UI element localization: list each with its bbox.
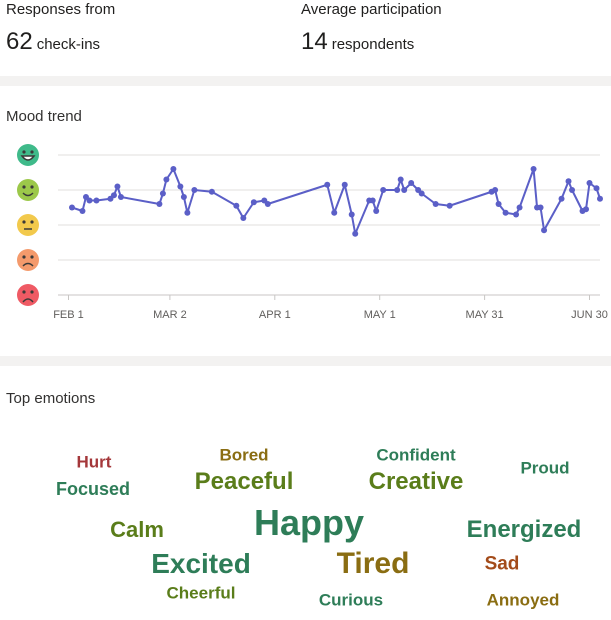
mood-data-point xyxy=(516,204,523,211)
mood-data-point xyxy=(352,230,359,237)
x-tick-label: MAY 1 xyxy=(364,309,396,321)
mood-data-point xyxy=(86,197,93,204)
x-tick-label: MAR 2 xyxy=(153,309,187,321)
happy-face-icon xyxy=(17,179,39,201)
emotion-word-focused: Focused xyxy=(55,479,131,499)
mood-data-point xyxy=(593,185,600,192)
mood-data-point xyxy=(159,190,166,197)
top-emotions-title: Top emotions xyxy=(6,390,96,407)
mood-data-point xyxy=(348,211,355,218)
mood-data-point xyxy=(513,211,520,218)
mood-data-point xyxy=(397,176,404,183)
mood-data-point xyxy=(537,204,544,211)
x-tick-label: FEB 1 xyxy=(53,309,84,321)
mood-trend-title: Mood trend xyxy=(6,108,82,125)
x-tick-label: MAY 31 xyxy=(466,309,504,321)
mood-data-point xyxy=(240,215,247,221)
mood-data-point xyxy=(401,187,408,193)
mood-data-point xyxy=(583,206,590,213)
mood-data-point xyxy=(68,204,75,211)
mood-data-point xyxy=(163,176,170,183)
mood-data-point xyxy=(408,180,415,186)
mood-data-point xyxy=(502,209,509,216)
mood-data-point xyxy=(184,209,191,216)
emotion-word-curious: Curious xyxy=(318,590,384,610)
participation-label: Average participation xyxy=(301,1,442,18)
mood-data-point xyxy=(117,194,124,200)
mood-data-point xyxy=(369,197,376,204)
mood-data-point xyxy=(418,190,425,197)
mood-data-point xyxy=(569,187,576,193)
x-tick-label: JUN 30 xyxy=(571,309,608,321)
emotion-word-annoyed: Annoyed xyxy=(486,590,560,610)
emotion-word-bored: Bored xyxy=(219,445,269,465)
participation-value-row: 14 respondents xyxy=(301,28,414,56)
emotion-word-energized: Energized xyxy=(466,516,582,543)
responses-value-row: 62 check-ins xyxy=(6,28,100,56)
mood-data-point xyxy=(93,197,100,204)
mood-data-point xyxy=(541,227,548,234)
summary-card: Responses from 62 check-ins Average parti… xyxy=(0,0,611,76)
emotion-word-peaceful: Peaceful xyxy=(194,468,294,495)
mood-data-point xyxy=(432,201,439,207)
mood-data-point xyxy=(177,183,184,190)
emotion-word-excited: Excited xyxy=(151,548,251,579)
emotion-word-confident: Confident xyxy=(376,445,456,465)
emotion-word-calm: Calm xyxy=(110,517,164,542)
mood-data-point xyxy=(597,195,603,202)
mood-data-point xyxy=(208,188,215,195)
mood-data-point xyxy=(79,208,86,214)
mood-data-point xyxy=(446,202,453,209)
mood-data-point xyxy=(331,209,338,216)
mood-data-point xyxy=(373,208,380,214)
responses-count: 62 xyxy=(6,28,33,55)
mood-data-point xyxy=(341,181,348,188)
mood-data-point xyxy=(170,166,177,172)
x-tick-label: APR 1 xyxy=(259,309,291,321)
emotion-word-creative: Creative xyxy=(368,468,464,495)
emotion-word-proud: Proud xyxy=(520,458,570,478)
mood-data-point xyxy=(324,181,331,188)
responses-label: Responses from xyxy=(6,1,116,18)
mood-data-point xyxy=(114,183,121,190)
neutral-face-icon xyxy=(17,214,39,236)
mood-data-point xyxy=(191,187,198,193)
mood-data-point xyxy=(156,201,163,207)
mood-data-point xyxy=(110,192,117,199)
participation-unit: respondents xyxy=(331,36,415,53)
responses-unit: check-ins xyxy=(36,36,101,53)
participation-count: 14 xyxy=(301,28,328,55)
mood-data-point xyxy=(394,187,401,193)
very-sad-face-icon xyxy=(17,284,39,306)
mood-trend-card: Mood trend FEB 1 MAR 2 APR 1 MAY 1 MAY 31 JUN… xyxy=(0,86,611,356)
mood-data-point xyxy=(565,178,572,185)
emotion-word-tired: Tired xyxy=(336,547,410,580)
mood-data-point xyxy=(530,166,537,172)
mood-data-point xyxy=(492,187,499,193)
mood-data-point xyxy=(495,201,502,207)
top-emotions-card: Top emotions Hurt Bored Confident Focused Pe… xyxy=(0,366,611,620)
emotion-word-cheerful: Cheerful xyxy=(166,583,236,603)
sad-face-icon xyxy=(17,249,39,271)
mood-trend-chart: FEB 1 MAR 2 APR 1 MAY 1 MAY 31 JUN 30 xyxy=(17,144,608,321)
mood-data-point xyxy=(250,199,257,206)
mood-data-point xyxy=(380,187,387,193)
mood-trend-line xyxy=(71,168,601,235)
mood-data-point xyxy=(586,180,593,186)
emotion-word-sad: Sad xyxy=(484,553,520,575)
emotion-word-hurt: Hurt xyxy=(76,452,112,472)
mood-data-point xyxy=(180,194,187,200)
emotion-word-happy: Happy xyxy=(253,502,365,543)
mood-data-point xyxy=(558,195,565,202)
mood-data-point xyxy=(233,202,240,209)
very-happy-face-icon xyxy=(17,144,39,166)
mood-data-point xyxy=(264,201,271,207)
